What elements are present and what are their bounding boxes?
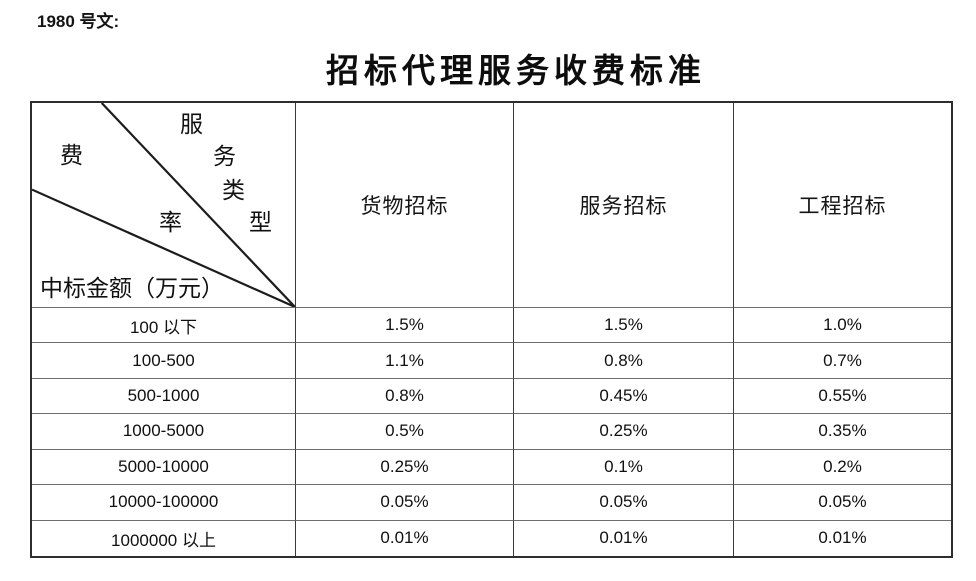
rate-cell: 0.25% xyxy=(296,449,514,486)
service-type-char-2: 务 xyxy=(213,144,236,169)
page-title: 招标代理服务收费标准 xyxy=(326,54,706,90)
fee-rate-char-1: 费 xyxy=(60,143,83,168)
column-header-engineering: 工程招标 xyxy=(734,103,951,308)
column-header-services: 服务招标 xyxy=(514,103,734,308)
rate-cell: 0.01% xyxy=(296,520,514,556)
row-amount-label: 5000-10000 xyxy=(32,449,296,486)
rate-cell: 0.7% xyxy=(734,343,951,379)
row-amount-label: 1000000 以上 xyxy=(32,520,296,556)
diagonal-divider-lines xyxy=(32,103,295,307)
fee-rate-char-2: 率 xyxy=(159,210,182,235)
rate-cell: 0.05% xyxy=(734,485,951,521)
row-amount-label: 100 以下 xyxy=(32,308,296,344)
rate-cell: 0.5% xyxy=(296,414,514,450)
rate-cell: 0.8% xyxy=(296,378,514,415)
fee-standard-table: 服 务 类 型 费 率 中标金额（万元） 货物招标 服务招标 工程招标 100 … xyxy=(30,101,953,558)
rate-cell: 0.01% xyxy=(818,528,867,548)
row-amount-label: 10000-100000 xyxy=(32,485,296,521)
corner-header-cell: 服 务 类 型 费 率 中标金额（万元） xyxy=(32,103,296,308)
rate-cell: 0.8% xyxy=(514,343,734,379)
service-type-char-4: 型 xyxy=(249,210,272,235)
rate-cell: 0.1% xyxy=(514,449,734,486)
diagonal-line-upper xyxy=(100,103,295,307)
service-type-char-1: 服 xyxy=(180,112,203,137)
diagonal-line-lower xyxy=(32,188,295,307)
column-header-goods: 货物招标 xyxy=(296,103,514,308)
rate-cell: 0.05% xyxy=(296,485,514,521)
rate-cell: 0.35% xyxy=(734,414,951,450)
row-amount-label: 1000-5000 xyxy=(32,414,296,450)
rate-cell: 0.2% xyxy=(734,450,951,486)
amount-axis-label: 中标金额（万元） xyxy=(40,276,224,301)
rate-cell: 1.5% xyxy=(514,308,734,344)
rate-cell: 0.05% xyxy=(514,485,734,521)
row-amount-label: 100-500 xyxy=(32,343,296,379)
rate-cell: 1.1% xyxy=(296,343,514,379)
rate-cell: 1.5% xyxy=(296,308,514,344)
rate-cell: 0.55% xyxy=(734,379,951,415)
row-amount-label: 500-1000 xyxy=(32,378,296,415)
rate-cell: 1.0% xyxy=(734,308,951,344)
rate-cell: 0.45% xyxy=(514,378,734,415)
document-reference: 1980 号文: xyxy=(37,12,120,31)
rate-cell: 0.01% xyxy=(514,520,734,556)
service-type-char-3: 类 xyxy=(222,178,245,203)
rate-cell: 0.25% xyxy=(514,414,734,450)
